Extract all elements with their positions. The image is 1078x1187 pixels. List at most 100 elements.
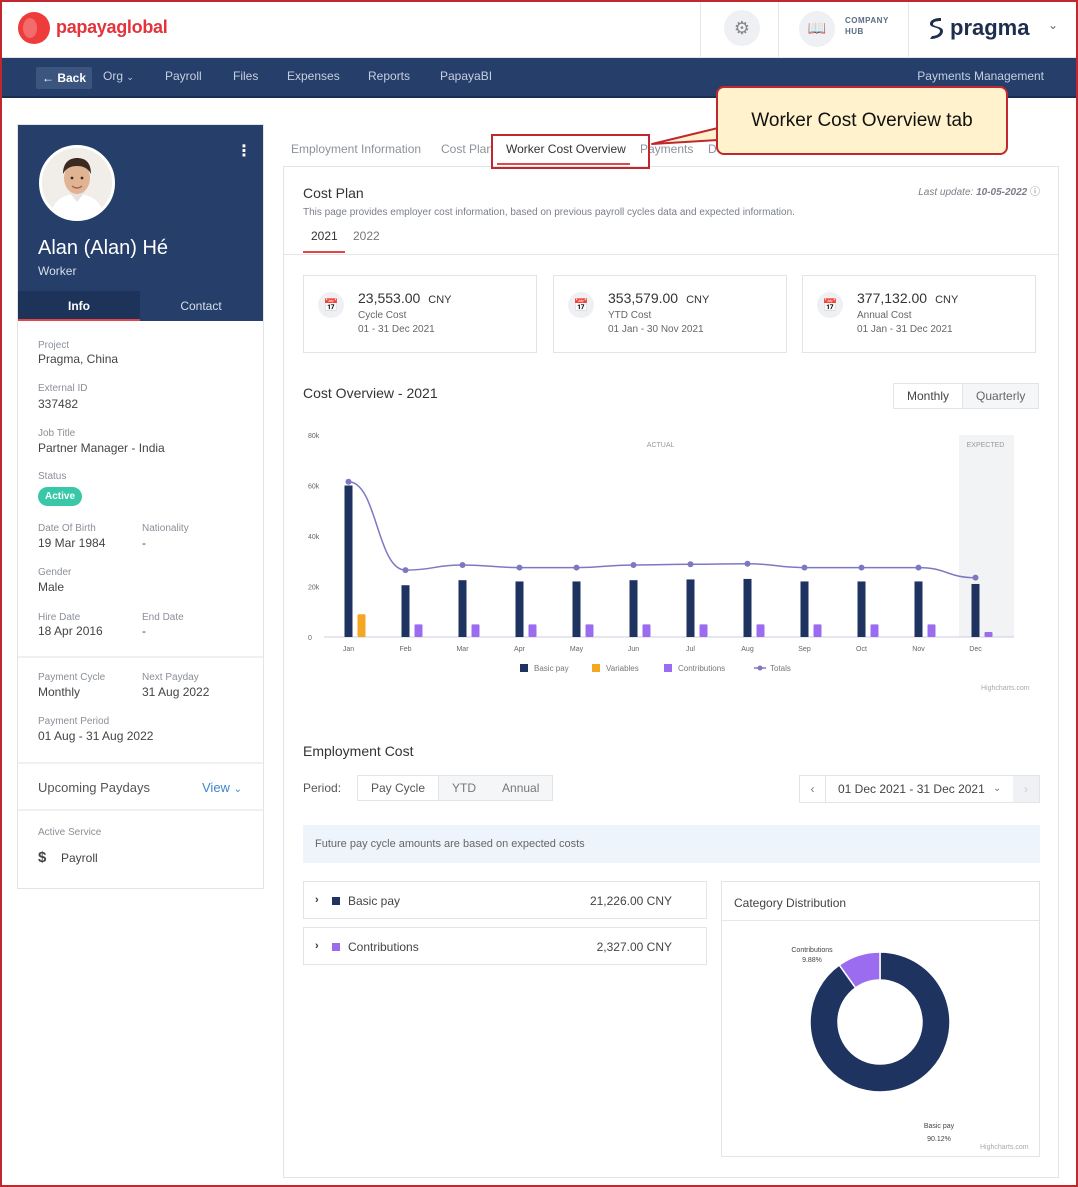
cost-row-amount: 2,327.00 CNY — [596, 940, 672, 954]
gear-icon[interactable]: ⚙ — [724, 10, 760, 46]
toggle-monthly[interactable]: Monthly — [894, 384, 964, 408]
period-ytd[interactable]: YTD — [439, 776, 490, 800]
tab-worker-cost-overview[interactable]: Worker Cost Overview — [506, 142, 626, 156]
worker-role: Worker — [38, 264, 77, 278]
tab-info[interactable]: Info — [18, 291, 140, 321]
nav-payments-management[interactable]: Payments Management — [917, 69, 1044, 83]
legend-label: Totals — [770, 664, 791, 673]
cost-row-contributions[interactable]: › Contributions 2,327.00 CNY — [303, 927, 707, 965]
divider — [700, 2, 701, 58]
stat-label: Cycle Cost — [358, 310, 407, 321]
stat-amount: 353,579.00 CNY — [608, 290, 710, 306]
chevron-right-icon[interactable]: › — [315, 940, 319, 952]
tab-payments[interactable]: Payments — [640, 142, 694, 156]
bar-contributions — [642, 624, 651, 637]
divider — [284, 254, 1058, 255]
y-tick-label: 80k — [308, 433, 320, 440]
more-options-icon[interactable]: ⋮ — [236, 143, 252, 160]
chevron-left-icon[interactable]: ‹ — [800, 776, 826, 802]
expected-band-label: EXPECTED — [967, 442, 1005, 449]
expected-band — [959, 435, 1014, 637]
gender-value: Male — [38, 580, 65, 594]
x-tick-label: Feb — [399, 646, 411, 653]
status-badge: Active — [38, 487, 83, 506]
chevron-down-icon: ⌄ — [233, 784, 242, 795]
active-tab-indicator — [497, 163, 630, 165]
book-icon[interactable]: 📖 — [799, 11, 835, 47]
dob-value: 19 Mar 1984 — [38, 536, 106, 550]
tab-contact[interactable]: Contact — [140, 291, 262, 321]
tab-more[interactable]: D — [708, 142, 717, 156]
end-date-value: - — [142, 624, 146, 638]
y-tick-label: 60k — [308, 484, 320, 491]
nav-reports[interactable]: Reports — [368, 69, 411, 83]
totals-point — [516, 564, 523, 571]
x-tick-label: Apr — [514, 646, 526, 653]
period-annual[interactable]: Annual — [489, 776, 553, 800]
project-value: Pragma, China — [38, 352, 119, 366]
divider — [18, 762, 263, 764]
back-button[interactable]: ← Back — [36, 67, 93, 89]
top-bar: papayaglobal ⚙ 📖 COMPANY HUB pragma ⌄ — [2, 2, 1076, 58]
x-tick-label: Sep — [798, 646, 811, 653]
payment-cycle-value: Monthly — [38, 685, 81, 699]
nav-payroll[interactable]: Payroll — [165, 69, 202, 83]
nav-expenses[interactable]: Expenses — [287, 69, 340, 83]
view-upcoming-paydays-button[interactable]: View ⌄ — [202, 780, 242, 795]
nav-files[interactable]: Files — [233, 69, 259, 83]
stat-annual-cost: 📅 377,132.00 CNY Annual Cost 01 Jan - 31 … — [802, 275, 1036, 353]
papaya-logo-text[interactable]: papayaglobal — [56, 17, 168, 37]
legend-swatch — [332, 943, 340, 951]
tab-cost-plan[interactable]: Cost Plan — [441, 142, 494, 156]
company-hub-button[interactable]: COMPANY HUB — [845, 16, 889, 36]
legend-label: Contributions — [678, 664, 725, 673]
year-tab-2022[interactable]: 2022 — [353, 229, 380, 243]
x-tick-label: Jul — [686, 646, 695, 653]
period-pay-cycle[interactable]: Pay Cycle — [358, 776, 440, 800]
nav-org[interactable]: Org ⌄ — [103, 69, 134, 83]
payment-period-label: Payment Period — [38, 716, 110, 727]
pie-slice-basic-pay — [809, 951, 951, 1093]
toggle-quarterly[interactable]: Quarterly — [963, 384, 1039, 408]
bar-basic-pay — [971, 583, 980, 637]
cost-row-basic-pay[interactable]: › Basic pay 21,226.00 CNY — [303, 881, 707, 919]
chevron-right-icon[interactable]: › — [315, 894, 319, 906]
x-tick-label: Dec — [969, 646, 982, 653]
date-range-value[interactable]: 01 Dec 2021 - 31 Dec 2021 — [838, 782, 985, 796]
chevron-right-icon[interactable]: › — [1013, 776, 1039, 802]
bar-contributions — [813, 624, 822, 637]
chevron-down-icon[interactable]: ⌄ — [1048, 18, 1059, 32]
bar-contributions — [585, 624, 594, 637]
cost-plan-title: Cost Plan — [303, 185, 364, 201]
stat-amount: 23,553.00 CNY — [358, 290, 452, 306]
chevron-down-icon[interactable]: ⌄ — [993, 783, 1002, 794]
info-icon[interactable]: ⓘ — [1030, 187, 1040, 198]
active-service-label: Active Service — [38, 827, 102, 838]
company-name[interactable]: pragma — [950, 15, 1030, 40]
category-distribution-chart: Contributions 9.88% Basic pay 90.12% — [791, 947, 954, 1143]
cost-plan-card: Cost Plan This page provides employer co… — [283, 166, 1059, 1178]
cost-row-name: Contributions — [348, 940, 419, 954]
legend-label: Basic pay — [534, 664, 569, 673]
x-tick-label: Aug — [741, 646, 754, 653]
nav-papayabi[interactable]: PapayaBI — [440, 69, 493, 83]
bar-contributions — [414, 624, 423, 637]
payment-period-value: 01 Aug - 31 Aug 2022 — [38, 729, 154, 743]
period-label: Period: — [303, 781, 342, 795]
pie-slice-contributions — [838, 951, 881, 989]
tab-employment-information[interactable]: Employment Information — [291, 142, 422, 156]
y-tick-label: 0 — [308, 635, 312, 642]
calendar-icon: 📅 — [568, 292, 594, 318]
bar-variables — [357, 614, 366, 637]
bar-basic-pay — [344, 485, 353, 637]
stat-ytd-cost: 📅 353,579.00 CNY YTD Cost 01 Jan - 30 Nov… — [553, 275, 787, 353]
year-tab-2021[interactable]: 2021 — [311, 229, 338, 243]
payment-cycle-label: Payment Cycle — [38, 672, 106, 683]
bar-basic-pay — [572, 581, 581, 637]
hire-date-value: 18 Apr 2016 — [38, 624, 103, 638]
cost-row-name: Basic pay — [348, 894, 401, 908]
divider — [778, 2, 779, 58]
y-tick-label: 40k — [308, 534, 320, 541]
bar-basic-pay — [458, 580, 467, 637]
